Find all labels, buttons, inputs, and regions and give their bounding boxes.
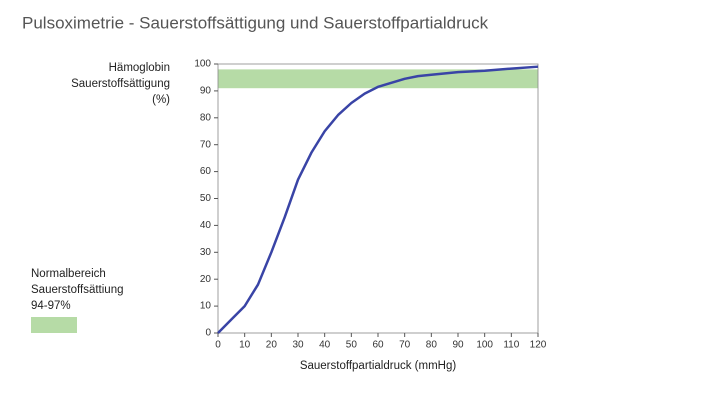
y-tick-label: 80 (200, 112, 212, 123)
x-tick-label: 120 (530, 340, 547, 351)
legend-text: Sauerstoffsättiung (31, 284, 124, 296)
x-tick-label: 110 (503, 340, 519, 351)
x-tick-label: 60 (372, 340, 384, 351)
x-tick-label: 0 (215, 340, 221, 351)
x-tick-label: 100 (476, 340, 493, 351)
legend-text: 94-97% (31, 300, 71, 312)
x-tick-label: 20 (266, 340, 278, 351)
x-tick-label: 50 (346, 340, 358, 351)
x-tick-label: 10 (239, 340, 251, 351)
y-label: Sauerstoffsättigung (71, 78, 170, 90)
y-tick-label: 0 (205, 328, 211, 339)
y-tick-label: 20 (200, 274, 212, 285)
x-tick-label: 90 (452, 340, 464, 351)
plot-frame (217, 63, 539, 334)
x-tick-label: 80 (426, 340, 438, 351)
chart-title: Pulsoximetrie - Sauerstoffsättigung und … (22, 13, 489, 32)
y-tick-label: 100 (194, 59, 211, 70)
curve (217, 65, 539, 334)
x-label: Sauerstoffpartialdruck (mmHg) (300, 360, 457, 372)
y-tick-label: 10 (200, 301, 212, 312)
legend-swatch (31, 317, 77, 333)
y-tick-label: 90 (200, 86, 212, 97)
x-tick-label: 40 (319, 340, 331, 351)
legend-text: Normalbereich (31, 268, 106, 280)
normal-band (218, 69, 538, 89)
y-tick-label: 50 (200, 193, 212, 204)
y-label: (%) (152, 94, 170, 106)
y-tick-label: 30 (200, 247, 212, 258)
x-tick-label: 30 (292, 340, 304, 351)
y-tick-label: 60 (200, 166, 212, 177)
y-tick-label: 70 (200, 139, 212, 150)
x-tick-label: 70 (399, 340, 411, 351)
y-label: Hämoglobin (109, 62, 170, 74)
y-tick-label: 40 (200, 220, 212, 231)
